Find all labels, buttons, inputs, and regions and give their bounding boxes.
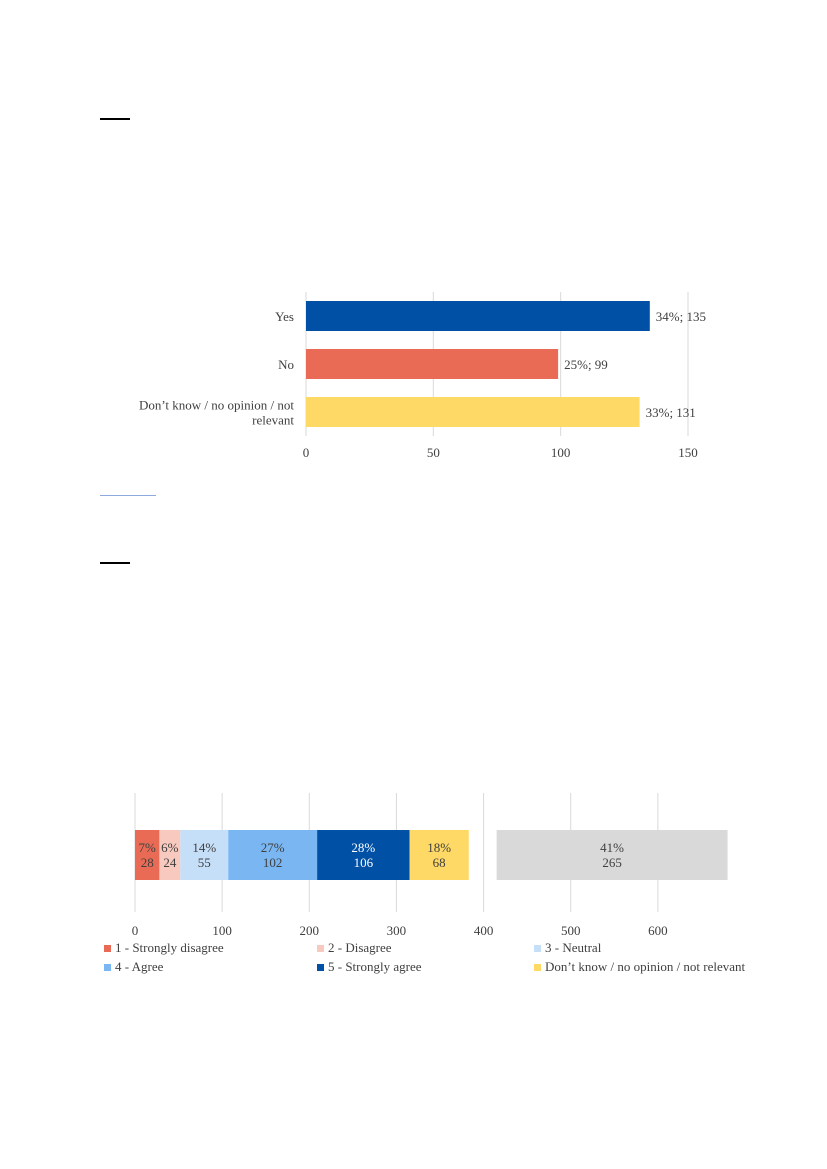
separate-bar bbox=[496, 830, 728, 880]
x-tick-label: 200 bbox=[300, 923, 320, 938]
bar bbox=[306, 397, 640, 427]
stacked-segment bbox=[317, 830, 410, 880]
legend-swatch bbox=[534, 945, 541, 952]
segment-pct-label: 6% bbox=[161, 840, 179, 855]
legend-swatch bbox=[317, 945, 324, 952]
legend-swatch bbox=[317, 964, 324, 971]
category-label: relevant bbox=[252, 413, 294, 428]
separate-bar-pct-label: 41% bbox=[600, 840, 624, 855]
x-tick-label: 400 bbox=[474, 923, 494, 938]
legend-swatch bbox=[534, 964, 541, 971]
legend-label: 5 - Strongly agree bbox=[328, 959, 422, 974]
stacked-segment bbox=[409, 830, 469, 880]
x-tick-label: 100 bbox=[212, 923, 232, 938]
x-tick-label: 0 bbox=[132, 923, 139, 938]
chart-answers-bar: 0 50 100 150 34%; 135 Yes 25%; 99 No 33%; 131 Don… bbox=[139, 292, 706, 460]
segment-pct-label: 28% bbox=[351, 840, 375, 855]
legend-label: Don’t know / no opinion / not relevant bbox=[545, 959, 746, 974]
data-label: 34%; 135 bbox=[656, 309, 706, 324]
x-tick-label: 600 bbox=[648, 923, 668, 938]
x-tick-label: 50 bbox=[427, 445, 440, 460]
legend-label: 1 - Strongly disagree bbox=[115, 940, 224, 955]
segment-pct-label: 27% bbox=[261, 840, 285, 855]
category-label: Don’t know / no opinion / not bbox=[139, 398, 294, 413]
stacked-segment bbox=[135, 830, 160, 880]
legend-swatch bbox=[104, 945, 111, 952]
x-tick-label: 150 bbox=[678, 445, 698, 460]
category-label: Yes bbox=[275, 309, 294, 324]
bar bbox=[306, 349, 559, 379]
segment-pct-label: 14% bbox=[192, 840, 216, 855]
stacked-segment bbox=[228, 830, 318, 880]
stacked-segment bbox=[180, 830, 229, 880]
x-tick-label: 100 bbox=[551, 445, 571, 460]
separate-bar-count-label: 265 bbox=[602, 855, 622, 870]
stacked-segment bbox=[159, 830, 181, 880]
segment-count-label: 28 bbox=[141, 855, 154, 870]
segment-count-label: 68 bbox=[433, 855, 446, 870]
x-tick-label: 500 bbox=[561, 923, 581, 938]
legend-label: 3 - Neutral bbox=[545, 940, 602, 955]
segment-count-label: 55 bbox=[198, 855, 211, 870]
legend-label: 2 - Disagree bbox=[328, 940, 392, 955]
data-label: 25%; 99 bbox=[564, 357, 608, 372]
category-label: No bbox=[278, 357, 294, 372]
legend-swatch bbox=[104, 964, 111, 971]
x-tick-label: 0 bbox=[303, 445, 310, 460]
segment-count-label: 102 bbox=[263, 855, 283, 870]
segment-pct-label: 18% bbox=[427, 840, 451, 855]
section-rule-2 bbox=[100, 562, 130, 564]
segment-count-label: 24 bbox=[163, 855, 177, 870]
x-tick-label: 300 bbox=[387, 923, 407, 938]
data-label: 33%; 131 bbox=[646, 405, 696, 420]
bar bbox=[306, 301, 650, 331]
segment-pct-label: 7% bbox=[139, 840, 157, 855]
legend-label: 4 - Agree bbox=[115, 959, 164, 974]
link-underline bbox=[100, 495, 156, 496]
section-rule-1 bbox=[100, 118, 130, 120]
segment-count-label: 106 bbox=[354, 855, 374, 870]
